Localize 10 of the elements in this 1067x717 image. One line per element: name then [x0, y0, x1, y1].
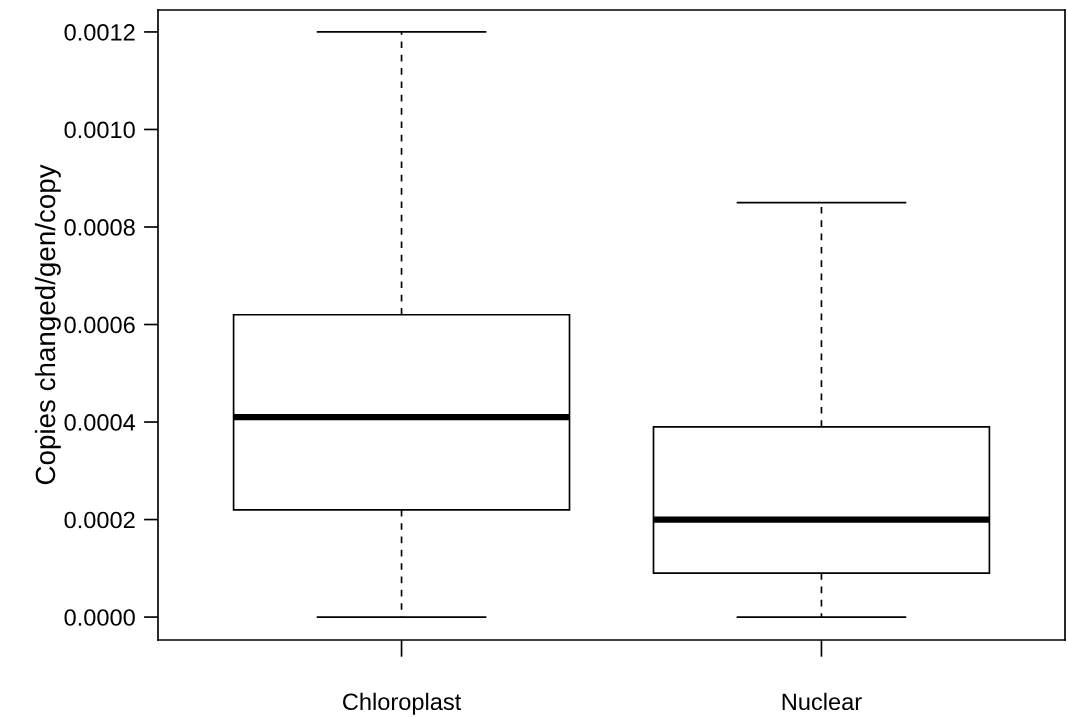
y-tick-label: 0.0002 [64, 511, 135, 529]
y-tick-label: 0.0008 [64, 219, 135, 236]
y-axis-title: Copies changed/gen/copy [34, 164, 61, 485]
y-tick-label: 0.0004 [64, 414, 136, 431]
y-tick-label: 0.0006 [64, 316, 135, 334]
y-tick-label: 0.0010 [64, 121, 135, 139]
x-tick-label: Nuclear [782, 692, 862, 711]
y-tick-label: 0.0012 [64, 24, 135, 41]
y-tick-label: 0.0000 [64, 609, 135, 626]
x-tick-label: Chloroplast [343, 692, 462, 715]
